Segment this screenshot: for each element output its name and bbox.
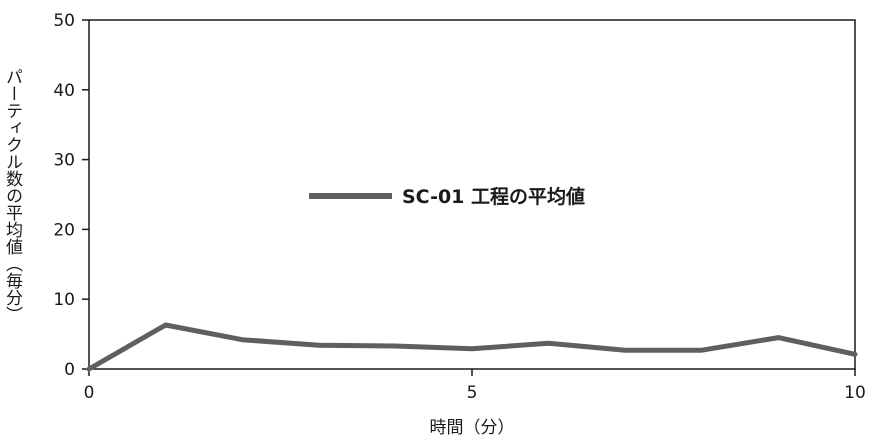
series-layer [86, 322, 858, 372]
legend-label: SC-01 工程の平均値 [402, 185, 585, 208]
y-tick-label: 30 [53, 151, 75, 171]
y-axis-title: パーティクル数の平均値（毎分） [2, 68, 23, 323]
series-line [86, 322, 858, 372]
y-tick-label: 0 [64, 360, 75, 380]
x-tick-label: 5 [467, 383, 478, 403]
x-tick-label: 10 [844, 383, 866, 403]
y-tick-label: 10 [53, 290, 75, 310]
y-tick-label: 50 [53, 11, 75, 31]
x-axis: 0 5 10 [84, 369, 866, 403]
legend: SC-01 工程の平均値 [309, 185, 585, 208]
y-axis: 0 10 20 30 40 50 [53, 11, 89, 380]
y-tick-label: 20 [53, 220, 75, 240]
y-tick-label: 40 [53, 81, 75, 101]
x-tick-label: 0 [84, 383, 95, 403]
x-axis-title: 時間（分） [430, 418, 515, 438]
